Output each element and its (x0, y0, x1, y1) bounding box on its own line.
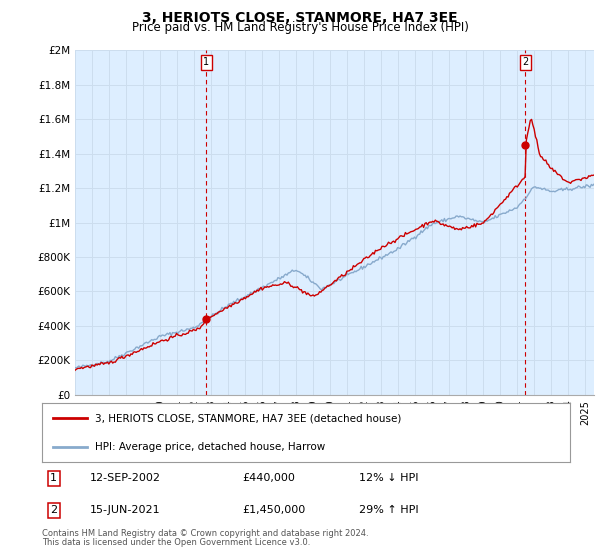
Text: 3, HERIOTS CLOSE, STANMORE, HA7 3EE (detached house): 3, HERIOTS CLOSE, STANMORE, HA7 3EE (det… (95, 413, 401, 423)
Text: 29% ↑ HPI: 29% ↑ HPI (359, 506, 418, 516)
Text: 12% ↓ HPI: 12% ↓ HPI (359, 473, 418, 483)
Text: Price paid vs. HM Land Registry's House Price Index (HPI): Price paid vs. HM Land Registry's House … (131, 21, 469, 34)
Text: HPI: Average price, detached house, Harrow: HPI: Average price, detached house, Harr… (95, 442, 325, 452)
Text: 12-SEP-2002: 12-SEP-2002 (89, 473, 161, 483)
Text: 15-JUN-2021: 15-JUN-2021 (89, 506, 160, 516)
Text: 1: 1 (203, 58, 209, 67)
Text: This data is licensed under the Open Government Licence v3.0.: This data is licensed under the Open Gov… (42, 538, 310, 547)
Text: Contains HM Land Registry data © Crown copyright and database right 2024.: Contains HM Land Registry data © Crown c… (42, 529, 368, 538)
Text: 2: 2 (50, 506, 57, 516)
Text: 1: 1 (50, 473, 57, 483)
Text: 3, HERIOTS CLOSE, STANMORE, HA7 3EE: 3, HERIOTS CLOSE, STANMORE, HA7 3EE (142, 11, 458, 25)
Text: 2: 2 (522, 58, 528, 67)
Text: £440,000: £440,000 (242, 473, 296, 483)
Text: £1,450,000: £1,450,000 (242, 506, 306, 516)
